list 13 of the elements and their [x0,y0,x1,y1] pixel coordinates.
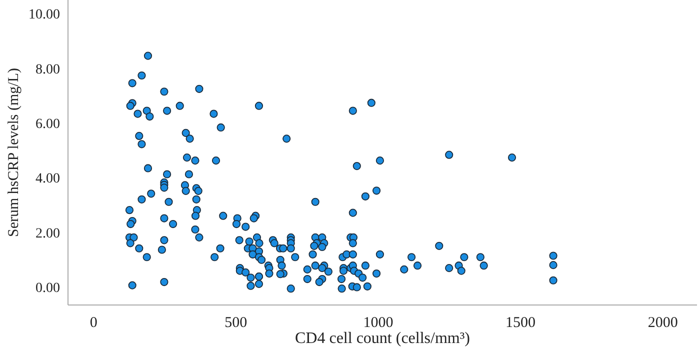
x-tick-label: 2000 [648,315,678,331]
y-tick-label: 10.00 [28,8,60,23]
x-axis-title: CD4 cell count (cells/mm³) [295,330,470,347]
y-tick-label: 0.00 [36,281,60,296]
y-tick-label: 2.00 [36,226,60,242]
y-axis-title: Serum hsCRP levels (mg/L) [6,68,22,238]
y-tick-label: 6.00 [36,116,60,132]
y-tick-label: 4.00 [36,172,60,187]
y-tick-label: 8.00 [36,62,60,78]
x-tick-label: 1500 [506,315,536,331]
x-tick-label: 500 [224,315,248,331]
x-tick-label: 1000 [363,315,394,331]
x-tick-label: 0 [90,315,98,331]
